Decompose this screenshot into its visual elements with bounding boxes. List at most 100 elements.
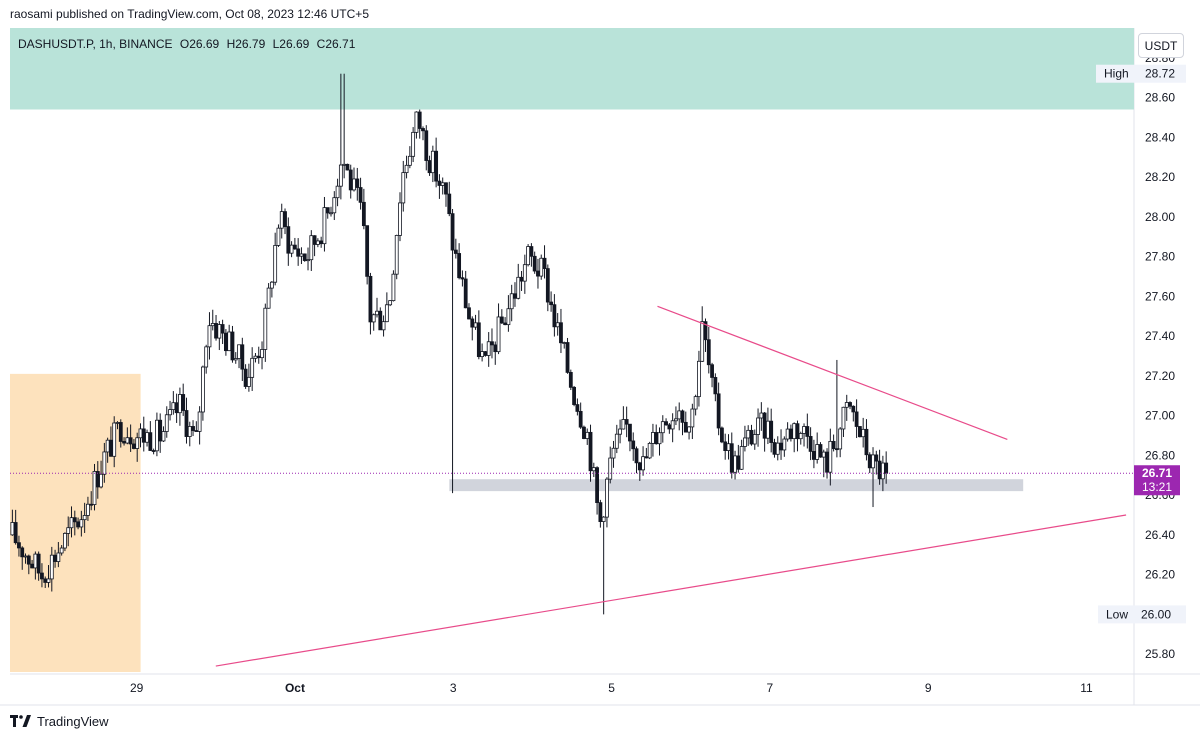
candle-body — [384, 304, 389, 323]
candle-body — [289, 244, 294, 254]
candle — [361, 188, 366, 230]
candle-body — [716, 393, 721, 429]
candle — [243, 364, 248, 389]
candle — [526, 244, 531, 267]
candle-body — [240, 344, 245, 370]
candles — [10, 73, 889, 615]
candle-body — [72, 517, 77, 523]
candle-body — [490, 341, 494, 346]
y-tick-label: 27.00 — [1145, 409, 1175, 423]
candle — [549, 291, 554, 312]
candle-body — [109, 439, 113, 457]
candle-body — [204, 346, 209, 368]
candle — [798, 431, 803, 445]
candle — [204, 344, 209, 374]
candle — [237, 344, 241, 369]
candle-body — [772, 442, 777, 455]
candle-body — [460, 277, 465, 280]
candle — [260, 341, 264, 370]
candle — [20, 546, 25, 570]
candle-body — [746, 429, 751, 439]
candle — [828, 428, 833, 486]
candle — [762, 412, 767, 452]
candle-body — [325, 207, 330, 214]
y-tick-label: 28.20 — [1145, 170, 1175, 184]
currency-button[interactable]: USDT — [1138, 33, 1184, 58]
candle-body — [749, 429, 754, 445]
candle-body — [467, 307, 471, 320]
candle-body — [296, 248, 301, 257]
candle — [854, 399, 859, 439]
candle — [56, 542, 61, 568]
candle-body — [585, 431, 590, 439]
candle-body — [444, 182, 448, 195]
candle — [437, 174, 442, 199]
candle — [430, 145, 435, 183]
candle — [644, 447, 649, 459]
candle — [772, 438, 777, 458]
candle — [46, 565, 51, 588]
close-key: C — [316, 37, 326, 51]
candle — [568, 369, 573, 391]
candle — [857, 426, 862, 438]
candle — [86, 496, 90, 521]
candle — [269, 281, 274, 298]
candle-body — [815, 444, 820, 460]
candle — [164, 406, 169, 438]
candle-body — [105, 439, 110, 453]
high-label-box — [1096, 64, 1186, 83]
candle-body — [457, 253, 462, 279]
candle — [716, 382, 721, 436]
candle-body — [549, 301, 554, 306]
candle-body — [309, 235, 314, 261]
candle — [325, 207, 330, 219]
candle-body — [394, 235, 399, 275]
candle-body — [884, 462, 889, 474]
candle — [253, 353, 258, 363]
candle — [118, 419, 123, 448]
candle-body — [854, 411, 859, 427]
candle-body — [26, 555, 31, 565]
candle-body — [545, 268, 550, 303]
candle — [276, 224, 281, 247]
candle-body — [539, 257, 544, 277]
candle — [407, 146, 412, 169]
candle-body — [89, 503, 94, 506]
candle — [168, 400, 172, 421]
candle-body — [194, 430, 199, 432]
candle — [145, 429, 149, 447]
candle-body — [808, 436, 813, 452]
candle-body — [536, 270, 540, 277]
candle — [641, 446, 645, 476]
candle-body — [151, 450, 156, 452]
candle — [381, 315, 386, 337]
candle-body — [312, 235, 317, 245]
candle — [457, 243, 462, 280]
candle-body — [578, 411, 583, 428]
candle-body — [723, 441, 728, 451]
candle — [414, 111, 419, 139]
candle-body — [637, 462, 642, 471]
candle — [470, 316, 475, 341]
candle — [536, 258, 540, 289]
candle-body — [674, 418, 678, 422]
candle-body — [647, 442, 652, 459]
low-key: L — [272, 37, 280, 51]
candle-body — [641, 456, 645, 471]
candle — [637, 461, 642, 481]
candle — [522, 254, 527, 294]
candle-body — [447, 193, 452, 215]
candle — [660, 415, 665, 443]
candle — [808, 427, 813, 461]
candle-body — [802, 426, 806, 434]
candle-body — [752, 434, 757, 445]
candle-body — [795, 423, 800, 440]
candle-body — [201, 366, 205, 413]
candle-body — [174, 402, 179, 414]
y-tick-label: 28.00 — [1145, 210, 1175, 224]
candle-body — [361, 201, 366, 227]
demand-zone — [10, 373, 141, 673]
candle — [654, 424, 659, 445]
candle-body — [430, 150, 435, 174]
